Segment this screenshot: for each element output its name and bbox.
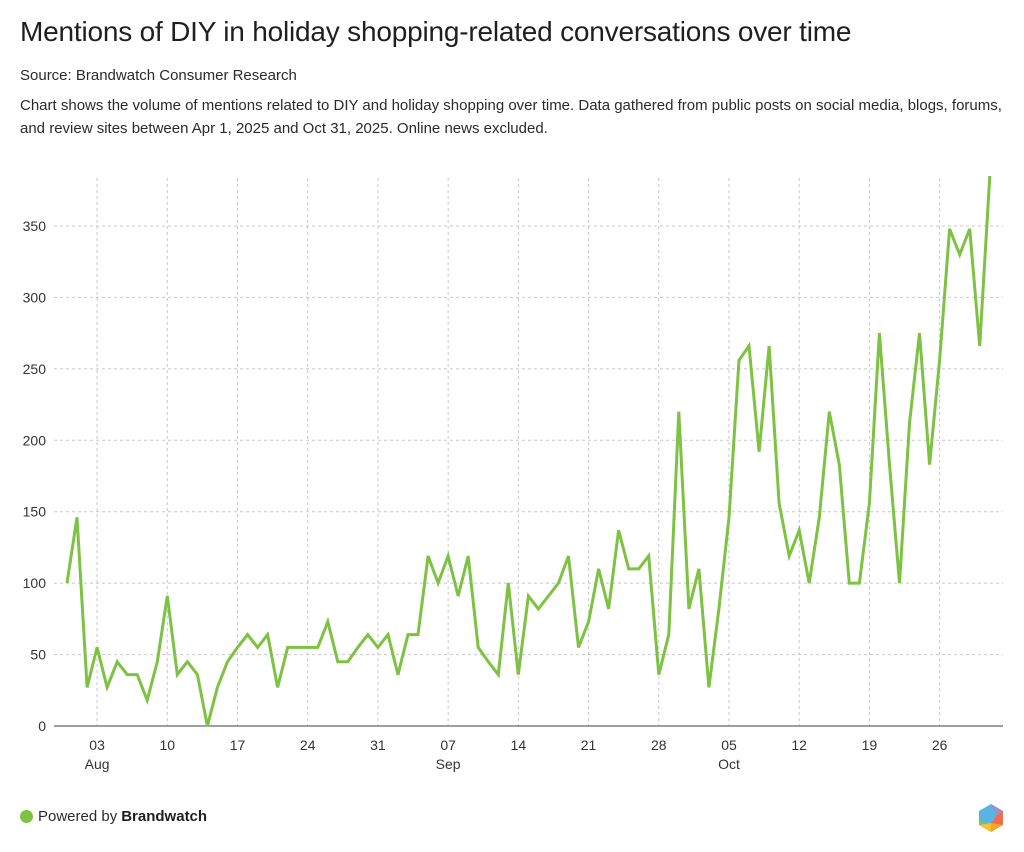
brand-name: Brandwatch bbox=[121, 808, 208, 825]
chart-description: Chart shows the volume of mentions relat… bbox=[20, 97, 1002, 137]
green-dot-icon bbox=[20, 810, 33, 823]
x-tick-label: 31 bbox=[370, 737, 386, 753]
x-tick-label: 05 bbox=[721, 737, 737, 753]
series-line-mentions bbox=[65, 175, 992, 727]
x-tick-label: 24 bbox=[300, 737, 316, 753]
x-tick-label: 03 bbox=[89, 737, 105, 753]
chart-title: Mentions of DIY in holiday shopping-rela… bbox=[20, 16, 852, 47]
y-tick-label: 150 bbox=[23, 504, 47, 520]
brandwatch-hexagon-logo-icon bbox=[979, 804, 1003, 832]
y-tick-label: 0 bbox=[38, 718, 46, 734]
x-tick-label: 21 bbox=[581, 737, 597, 753]
x-tick-month-label: Aug bbox=[85, 756, 110, 772]
y-gridlines bbox=[54, 225, 1003, 656]
y-tick-label: 100 bbox=[23, 575, 47, 591]
y-axis-tick-labels: 0 50 100 150 200 250 300 350 bbox=[23, 218, 47, 734]
x-tick-label: 28 bbox=[651, 737, 667, 753]
y-tick-label: 250 bbox=[23, 361, 47, 377]
x-tick-label: 19 bbox=[862, 737, 878, 753]
x-tick-label: 07 bbox=[440, 737, 456, 753]
x-axis-tick-labels: 03 Aug 10 17 24 31 07 Sep 14 21 28 05 Oct 12 19 26 bbox=[85, 737, 948, 772]
y-tick-label: 350 bbox=[23, 218, 47, 234]
chart-source: Source: Brandwatch Consumer Research bbox=[20, 67, 297, 84]
y-tick-label: 50 bbox=[30, 647, 46, 663]
powered-by-text: Powered by bbox=[38, 808, 118, 825]
x-tick-label: 12 bbox=[791, 737, 807, 753]
x-tick-month-label: Oct bbox=[718, 756, 740, 772]
x-gridlines bbox=[96, 178, 941, 726]
x-tick-label: 10 bbox=[160, 737, 176, 753]
x-tick-label: 26 bbox=[932, 737, 948, 753]
y-tick-label: 300 bbox=[23, 289, 47, 305]
x-tick-month-label: Sep bbox=[436, 756, 461, 772]
x-tick-label: 14 bbox=[511, 737, 527, 753]
y-tick-label: 200 bbox=[23, 432, 47, 448]
footer: Powered by Brandwatch bbox=[20, 808, 207, 825]
x-tick-label: 17 bbox=[230, 737, 246, 753]
